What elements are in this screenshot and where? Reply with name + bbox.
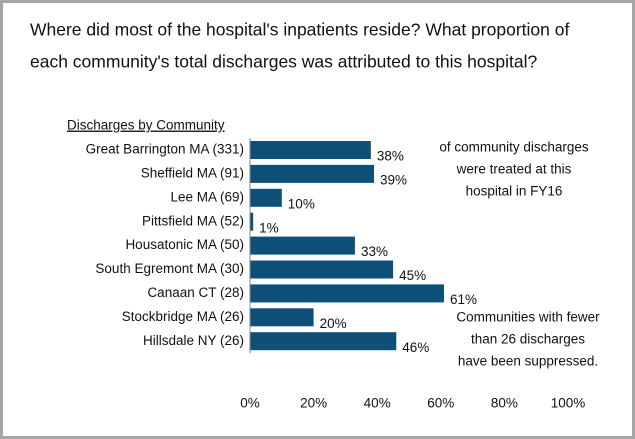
value-label: 33%	[361, 244, 388, 259]
y-tick-label: Stockbridge MA (26)	[122, 309, 244, 324]
value-label: 45%	[399, 268, 426, 283]
bar	[250, 236, 355, 255]
y-tick-label: Sheffield MA (91)	[141, 165, 244, 180]
chart-title: Where did most of the hospital's inpatie…	[30, 20, 569, 40]
bar	[250, 284, 444, 303]
chart-title: each community's total discharges was at…	[30, 52, 537, 72]
y-tick-label: Lee MA (69)	[170, 189, 244, 204]
y-tick-label: Housatonic MA (50)	[125, 237, 244, 252]
value-label: 46%	[402, 340, 429, 355]
value-label: 61%	[450, 292, 477, 307]
value-label: 39%	[380, 172, 407, 187]
annotation: Communities with fewer	[456, 310, 600, 325]
bar	[250, 212, 254, 231]
x-tick-label: 80%	[491, 396, 518, 411]
annotation: were treated at this	[456, 162, 572, 177]
annotation: hospital in FY16	[466, 184, 563, 199]
x-tick-label: 60%	[427, 396, 454, 411]
y-tick-label: Hillsdale NY (26)	[143, 333, 244, 348]
y-tick-label: South Egremont MA (30)	[95, 261, 244, 276]
bar	[250, 260, 394, 279]
bar	[250, 141, 371, 159]
x-tick-label: 20%	[300, 396, 327, 411]
annotation: of community discharges	[439, 140, 589, 155]
bar	[250, 188, 282, 207]
x-tick-label: 0%	[240, 396, 260, 411]
annotation: have been suppressed.	[458, 354, 598, 369]
x-tick-label: 100%	[551, 396, 586, 411]
value-label: 38%	[377, 149, 404, 164]
value-label: 1%	[259, 220, 279, 235]
value-label: 10%	[288, 196, 315, 211]
x-tick-label: 40%	[364, 396, 391, 411]
bar	[250, 332, 397, 351]
y-tick-label: Pittsfield MA (52)	[142, 213, 244, 228]
bar	[250, 164, 375, 183]
axis-title: Discharges by Community	[67, 118, 225, 133]
bar	[250, 308, 314, 327]
value-label: 20%	[320, 316, 347, 331]
annotation: than 26 discharges	[471, 332, 585, 347]
y-tick-label: Canaan CT (28)	[147, 285, 244, 300]
y-tick-label: Great Barrington MA (331)	[86, 142, 244, 157]
